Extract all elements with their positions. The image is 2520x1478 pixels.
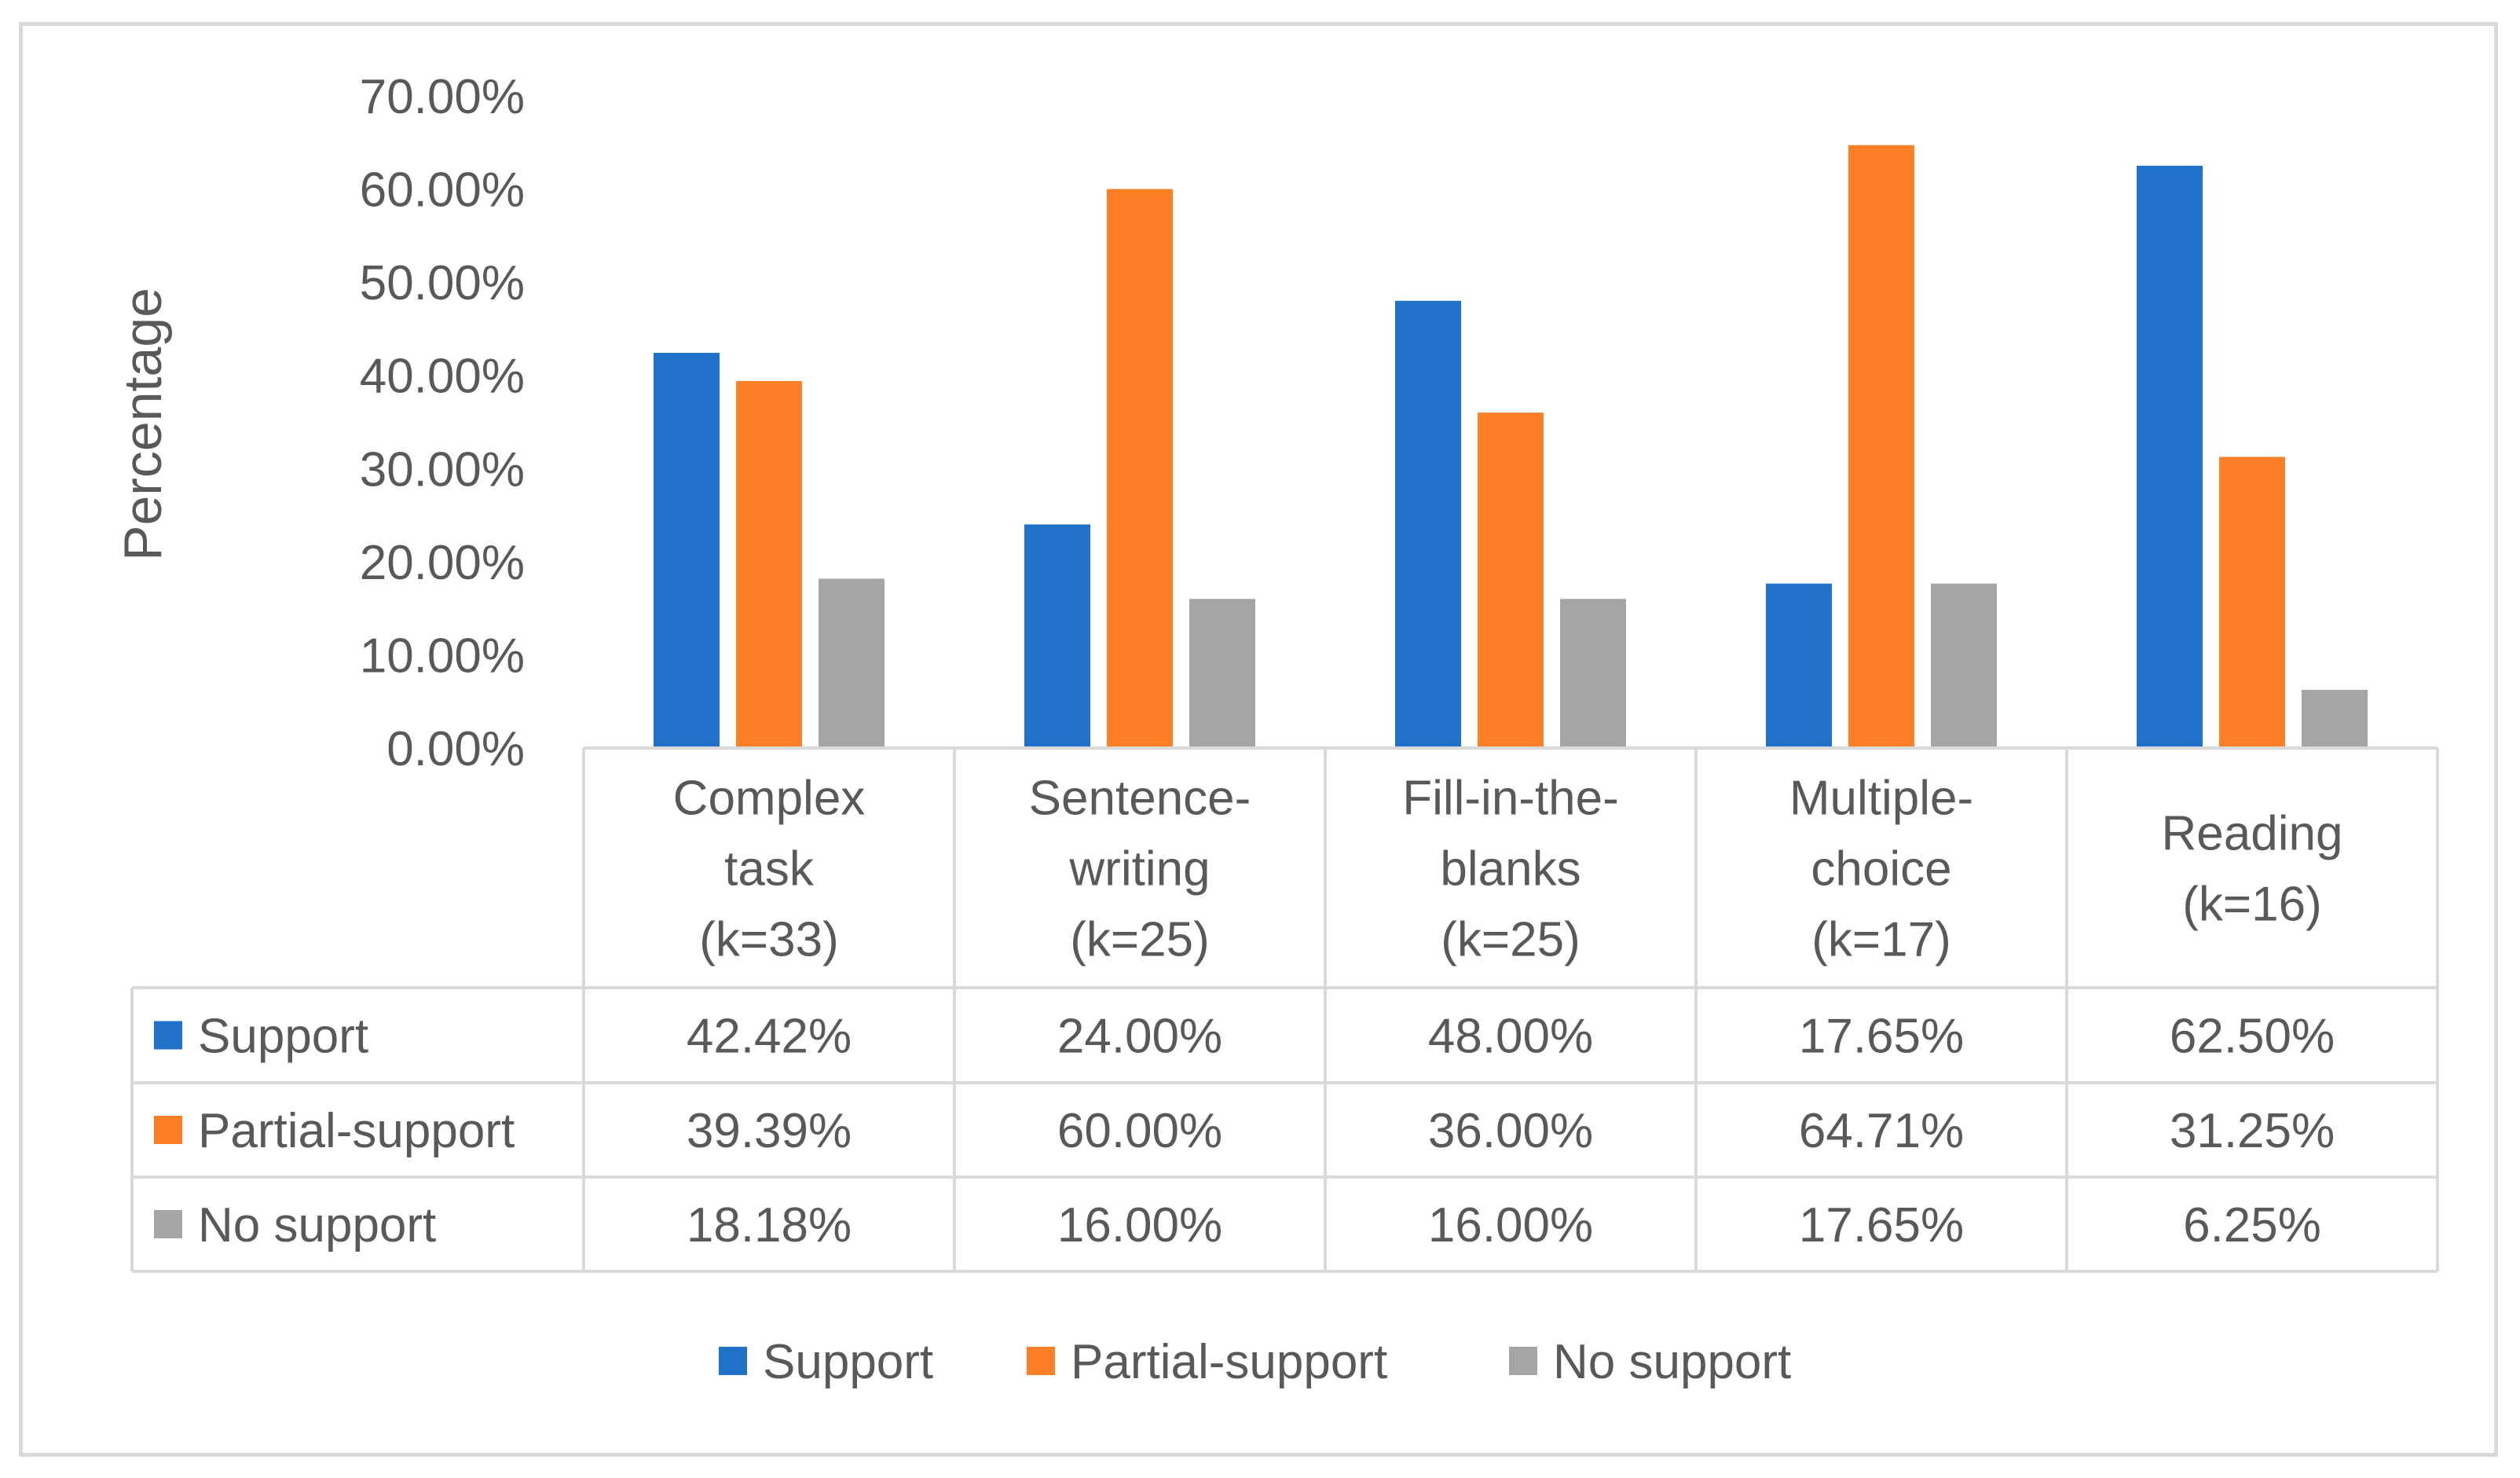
data-label: 39.39%	[687, 1104, 852, 1158]
bar-no-support	[2302, 689, 2368, 748]
y-tick-label: 60.00%	[360, 163, 525, 218]
bar-partial-support	[1478, 413, 1544, 748]
data-label: 48.00%	[1428, 1010, 1593, 1064]
y-tick-label: 50.00%	[360, 256, 525, 310]
y-tick-label: 10.00%	[360, 629, 525, 683]
table-series-name: No support	[198, 1198, 436, 1252]
data-label: 64.71%	[1799, 1104, 1964, 1158]
table-legend-key	[154, 1116, 182, 1144]
legend-label: Support	[763, 1335, 933, 1389]
bar-support	[2137, 165, 2203, 748]
bar-partial-support	[736, 380, 802, 748]
table-legend-key	[154, 1210, 182, 1238]
bar-support	[1395, 300, 1461, 748]
data-label: 62.50%	[2170, 1010, 2335, 1064]
bar-support	[1766, 583, 1832, 748]
table-legend-key	[154, 1021, 182, 1050]
bar-partial-support	[1107, 189, 1173, 749]
legend-label: Partial-support	[1071, 1335, 1387, 1389]
bar-no-support	[1189, 599, 1255, 748]
data-label: 18.18%	[687, 1198, 852, 1252]
x-category-label: blanks	[1440, 842, 1580, 897]
legend-swatch	[1027, 1347, 1055, 1375]
bar-support	[654, 353, 720, 748]
x-category-label: Reading	[2162, 807, 2343, 861]
y-tick-label: 20.00%	[360, 536, 525, 590]
x-category-label: Sentence-	[1029, 772, 1251, 826]
x-category-label: (k=17)	[1811, 913, 1950, 967]
bar-no-support	[819, 578, 885, 748]
x-category-label: (k=25)	[1441, 913, 1580, 967]
x-category-label: task	[724, 842, 815, 897]
x-category-label: Multiple-	[1789, 772, 1973, 826]
x-category-label: Complex	[673, 772, 866, 826]
y-axis-label: Percentage	[113, 288, 173, 561]
data-label: 16.00%	[1428, 1198, 1593, 1252]
x-category-label: (k=33)	[699, 913, 838, 967]
data-label: 17.65%	[1799, 1198, 1964, 1252]
data-label: 42.42%	[687, 1010, 852, 1064]
bar-partial-support	[2219, 457, 2285, 748]
legend-swatch	[719, 1347, 747, 1375]
x-category-label: writing	[1068, 842, 1210, 897]
y-tick-label: 0.00%	[386, 722, 525, 776]
y-tick-label: 40.00%	[360, 350, 525, 404]
data-label: 60.00%	[1057, 1104, 1222, 1158]
x-category-label: (k=25)	[1070, 913, 1209, 967]
y-tick-label: 70.00%	[360, 70, 525, 124]
bar-partial-support	[1848, 145, 1914, 748]
data-label: 17.65%	[1799, 1010, 1964, 1064]
bar-no-support	[1560, 599, 1626, 748]
table-series-name: Partial-support	[198, 1104, 515, 1158]
x-category-label: (k=16)	[2182, 878, 2321, 932]
bar-support	[1024, 524, 1090, 748]
data-label: 36.00%	[1428, 1104, 1593, 1158]
data-label: 24.00%	[1057, 1010, 1222, 1064]
y-tick-label: 30.00%	[360, 442, 525, 497]
legend-swatch	[1509, 1347, 1537, 1375]
x-category-label: choice	[1811, 842, 1951, 897]
bar-no-support	[1931, 583, 1997, 748]
data-label: 16.00%	[1057, 1198, 1222, 1252]
table-series-name: Support	[198, 1010, 368, 1064]
data-label: 31.25%	[2170, 1104, 2335, 1158]
legend-label: No support	[1553, 1335, 1791, 1389]
chart-frame	[19, 22, 2498, 1457]
data-label: 6.25%	[2183, 1198, 2321, 1252]
x-category-label: Fill-in-the-	[1402, 772, 1619, 826]
